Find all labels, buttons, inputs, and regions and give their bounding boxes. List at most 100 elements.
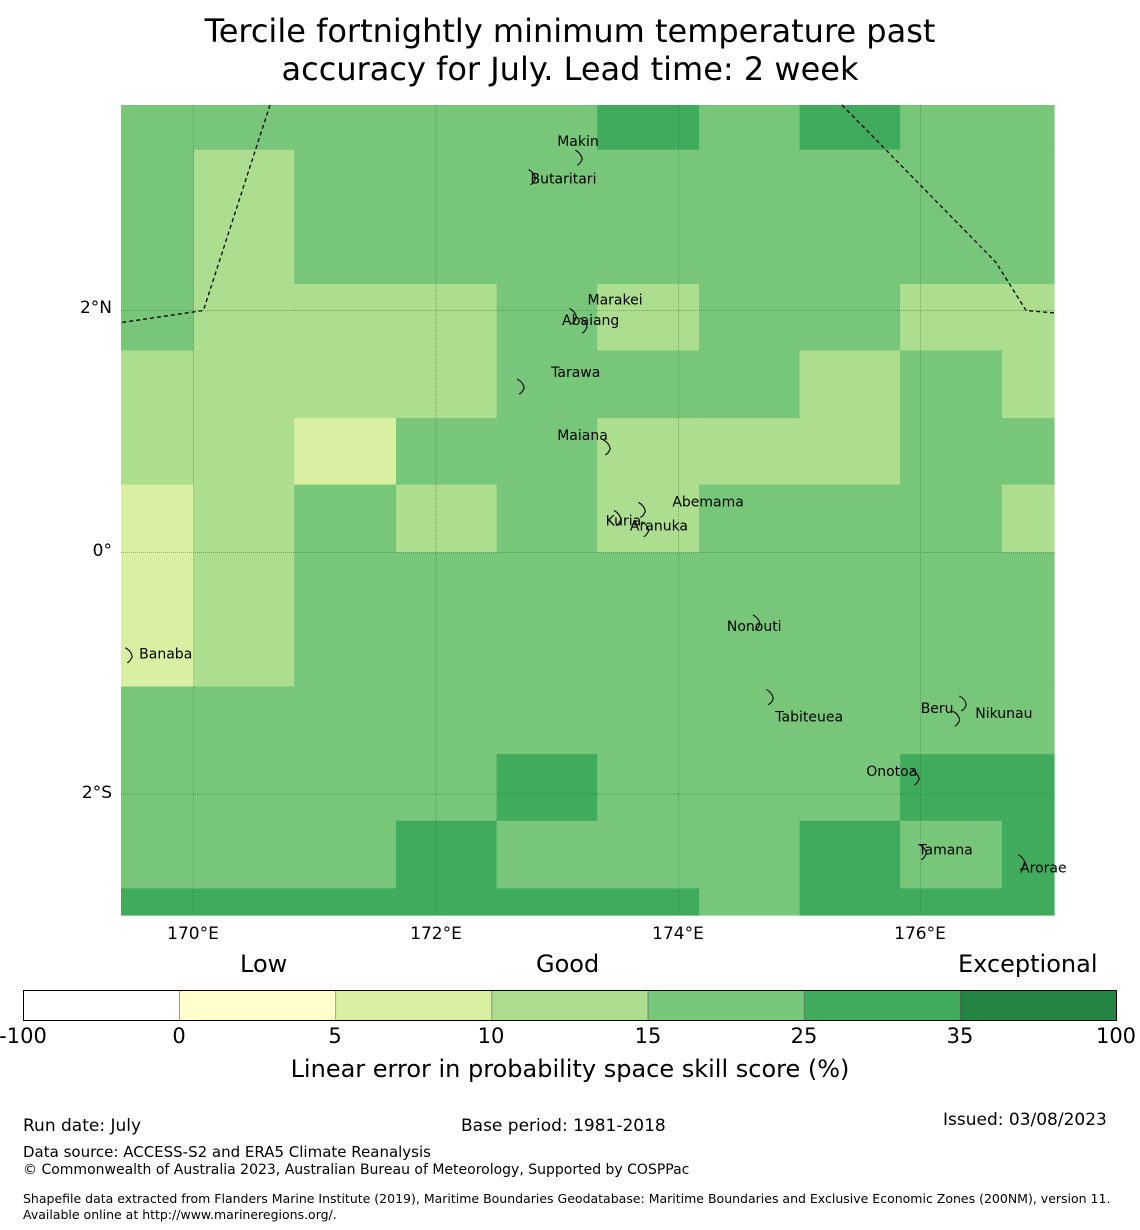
grid-cell [496, 418, 598, 486]
island-outline [574, 149, 583, 166]
island-label: Butaritari [531, 172, 597, 188]
island-outline [752, 614, 761, 631]
island-label: Nonouti [727, 619, 782, 635]
grid-cell [698, 484, 801, 553]
grid-cell [294, 484, 397, 553]
grid-cell [294, 754, 397, 822]
grid-cell [1001, 105, 1055, 151]
colorbar-title: Linear error in probability space skill … [290, 1055, 850, 1083]
grid-cell [396, 754, 498, 822]
skill-grid [121, 105, 1055, 916]
grid-cell [1001, 484, 1055, 553]
grid-cell [496, 754, 598, 822]
island-outline [569, 307, 578, 324]
colorbar-segment [335, 990, 493, 1021]
grid-cell [496, 552, 598, 688]
grid-cell [121, 350, 195, 419]
grid-cell [396, 149, 498, 285]
grid-cell [799, 484, 901, 553]
grid-cell [900, 350, 1003, 419]
grid-cell [294, 418, 397, 486]
grid-cell [1001, 418, 1055, 486]
grid-cell [496, 350, 598, 419]
category-label-good: Good [536, 950, 600, 978]
island-outline [766, 689, 774, 706]
grid-cell [900, 283, 1003, 352]
grid-cell [121, 686, 195, 755]
island-label: Tamana [917, 843, 972, 859]
grid-cell [294, 552, 397, 688]
shapefile-credit: Shapefile data extracted from Flanders M… [23, 1191, 1111, 1222]
island-label: Maiana [557, 428, 608, 444]
grid-cell [1001, 149, 1055, 285]
grid-cell [496, 888, 598, 916]
grid-cell [597, 686, 700, 755]
grid-cell [121, 552, 195, 688]
run-date: Run date: July [23, 1116, 142, 1136]
grid-cell [193, 888, 295, 916]
island-label: Aranuka [630, 519, 688, 535]
grid-cell [900, 754, 1003, 822]
colorbar-tick: 5 [328, 1024, 342, 1048]
grid-cell [1001, 552, 1055, 688]
grid-cell [597, 350, 700, 419]
grid-cell [396, 350, 498, 419]
colorbar-segment [23, 990, 180, 1021]
grid-cell [193, 350, 295, 419]
grid-cell [294, 350, 397, 419]
graticule [121, 105, 1054, 915]
colorbar-tick: 15 [634, 1024, 662, 1048]
grid-cell [597, 552, 700, 688]
grid-cell [900, 552, 1003, 688]
grid-cell [121, 105, 195, 151]
grid-cell [799, 283, 901, 352]
skill-score-map: Makin Butaritari Marakei Abaiang Tarawa Maian… [120, 104, 1067, 916]
colorbar [23, 990, 1117, 1021]
grid-cell [597, 754, 700, 822]
grid-cell [597, 888, 700, 916]
colorbar-tick: 35 [946, 1024, 974, 1048]
lon-tick-label: 176°E [894, 924, 946, 944]
grid-cell [396, 484, 498, 553]
grid-cell [121, 820, 195, 890]
island-label: Onotoa [866, 764, 917, 780]
grid-cell [193, 418, 295, 486]
grid-cell [900, 686, 1003, 755]
category-label-low: Low [240, 950, 288, 978]
grid-cell [121, 888, 195, 916]
eez-boundaries [120, 104, 1055, 324]
grid-cell [294, 686, 397, 755]
grid-cell [496, 105, 598, 151]
colorbar-tick: -100 [0, 1024, 47, 1048]
eez-boundary-line [841, 104, 1055, 314]
grid-cell [496, 820, 598, 890]
grid-cell [900, 820, 1003, 890]
grid-cell [193, 820, 295, 890]
lat-tick-label: 2°N [79, 298, 112, 318]
lon-tick-label: 172°E [410, 924, 462, 944]
colorbar-tick: 100 [1095, 1024, 1137, 1048]
colorbar-tick: 10 [477, 1024, 505, 1048]
grid-cell [698, 552, 801, 688]
grid-cell [698, 350, 801, 419]
grid-cell [396, 552, 498, 688]
lon-tick-label: 174°E [652, 924, 704, 944]
island-outline [528, 169, 537, 186]
grid-cell [396, 418, 498, 486]
island-label: Beru [921, 701, 954, 717]
grid-cell [121, 149, 195, 285]
colorbar-segment [960, 990, 1117, 1021]
island-outline [641, 521, 650, 538]
grid-cell [698, 418, 801, 486]
grid-cell [294, 888, 397, 916]
colorbar-segment [803, 990, 961, 1021]
grid-cell [900, 105, 1003, 151]
island-label: Abaiang [562, 313, 619, 329]
grid-cell [193, 105, 295, 151]
grid-cell [799, 552, 901, 688]
grid-cell [799, 350, 901, 419]
lat-tick-label: 2°S [81, 783, 112, 803]
island-outline [1017, 854, 1026, 871]
island-outline [638, 501, 646, 518]
grid-cell [496, 149, 598, 285]
